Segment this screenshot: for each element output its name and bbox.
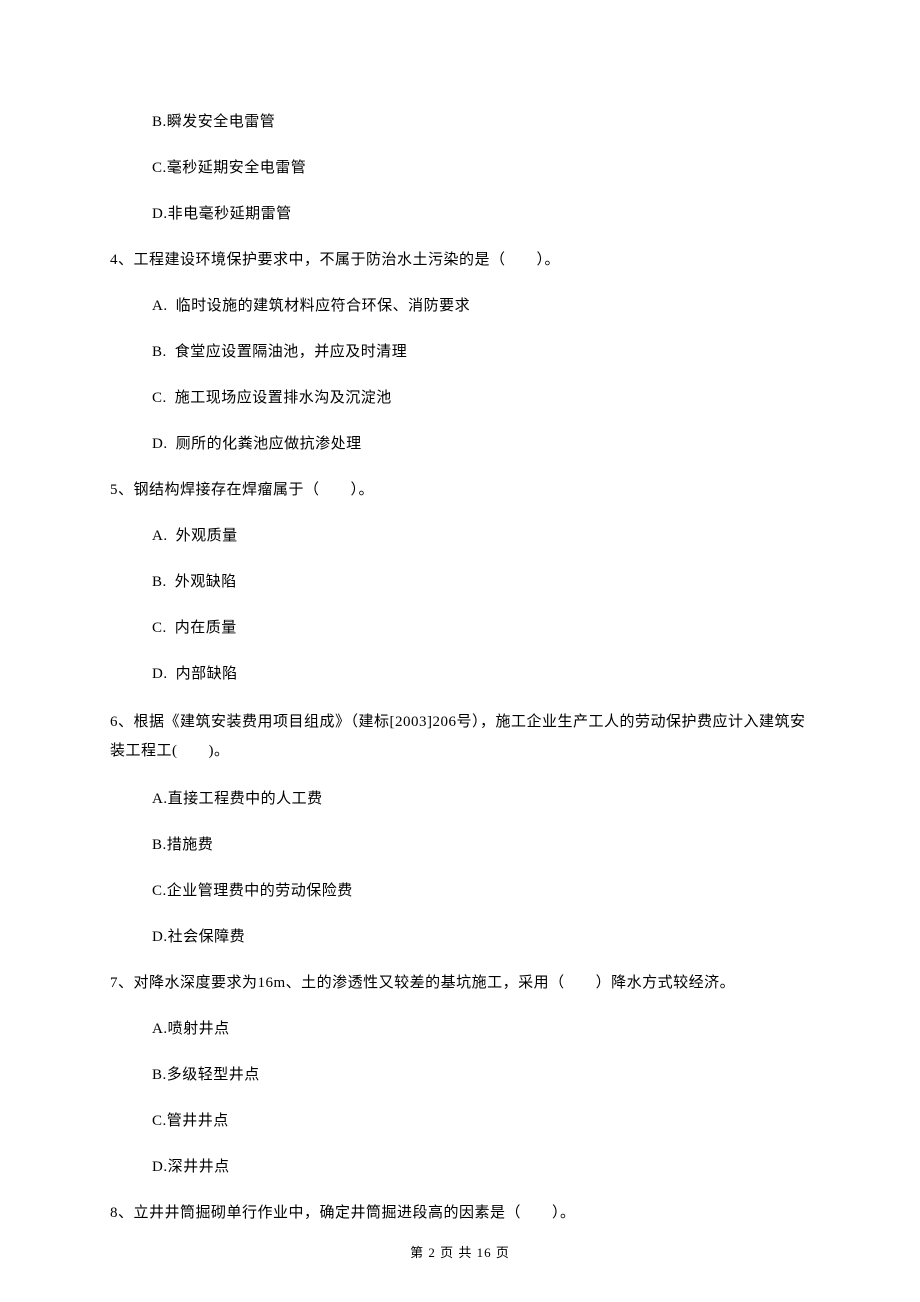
option-text: 企业管理费中的劳动保险费	[167, 883, 353, 899]
option-text: 瞬发安全电雷管	[167, 114, 276, 130]
option-text: 厕所的化粪池应做抗渗处理	[176, 436, 362, 452]
option-label: B.	[152, 344, 167, 360]
q3-option-c: C.毫秒延期安全电雷管	[152, 156, 810, 180]
option-text: 外观缺陷	[175, 574, 237, 590]
option-label: B.	[152, 1067, 167, 1083]
option-text: 深井井点	[168, 1159, 230, 1175]
q4-option-d: D. 厕所的化粪池应做抗渗处理	[152, 432, 810, 456]
q5-option-a: A. 外观质量	[152, 524, 810, 548]
q6-option-d: D.社会保障费	[152, 925, 810, 949]
option-text: 非电毫秒延期雷管	[168, 206, 292, 222]
option-label: A.	[152, 791, 168, 807]
option-label: D.	[152, 206, 168, 222]
q5-option-d: D. 内部缺陷	[152, 662, 810, 686]
q7-option-a: A.喷射井点	[152, 1017, 810, 1041]
option-label: A.	[152, 298, 168, 314]
page-footer: 第 2 页 共 16 页	[0, 1243, 920, 1264]
q6-option-a: A.直接工程费中的人工费	[152, 787, 810, 811]
option-text: 措施费	[167, 837, 214, 853]
option-label: B.	[152, 574, 167, 590]
q5-option-c: C. 内在质量	[152, 616, 810, 640]
option-label: C.	[152, 390, 167, 406]
option-label: C.	[152, 160, 167, 176]
q3-option-d: D.非电毫秒延期雷管	[152, 202, 810, 226]
option-text: 内部缺陷	[176, 666, 238, 682]
q5-option-b: B. 外观缺陷	[152, 570, 810, 594]
option-label: C.	[152, 1113, 167, 1129]
q6-stem: 6、根据《建筑安装费用项目组成》（建标[2003]206号），施工企业生产工人的…	[110, 708, 810, 765]
option-text: 毫秒延期安全电雷管	[167, 160, 307, 176]
q7-stem: 7、对降水深度要求为16m、土的渗透性又较差的基坑施工，采用（ ）降水方式较经济…	[110, 971, 810, 995]
q3-option-b: B.瞬发安全电雷管	[152, 110, 810, 134]
option-label: C.	[152, 620, 167, 636]
option-text: 直接工程费中的人工费	[168, 791, 323, 807]
option-text: 喷射井点	[168, 1021, 230, 1037]
option-text: 多级轻型井点	[167, 1067, 260, 1083]
q4-option-c: C. 施工现场应设置排水沟及沉淀池	[152, 386, 810, 410]
option-text: 外观质量	[176, 528, 238, 544]
option-text: 施工现场应设置排水沟及沉淀池	[175, 390, 392, 406]
q4-option-b: B. 食堂应设置隔油池，并应及时清理	[152, 340, 810, 364]
option-label: C.	[152, 883, 167, 899]
option-label: A.	[152, 1021, 168, 1037]
q7-option-c: C.管井井点	[152, 1109, 810, 1133]
option-label: D.	[152, 1159, 168, 1175]
option-label: D.	[152, 436, 168, 452]
option-text: 食堂应设置隔油池，并应及时清理	[175, 344, 408, 360]
q7-option-b: B.多级轻型井点	[152, 1063, 810, 1087]
option-label: D.	[152, 666, 168, 682]
q7-option-d: D.深井井点	[152, 1155, 810, 1179]
option-label: B.	[152, 114, 167, 130]
q5-stem: 5、钢结构焊接存在焊瘤属于（ ）。	[110, 478, 810, 502]
option-label: B.	[152, 837, 167, 853]
option-text: 社会保障费	[168, 929, 246, 945]
q4-option-a: A. 临时设施的建筑材料应符合环保、消防要求	[152, 294, 810, 318]
q8-stem: 8、立井井筒掘砌单行作业中，确定井筒掘进段高的因素是（ ）。	[110, 1201, 810, 1225]
q6-option-b: B.措施费	[152, 833, 810, 857]
option-text: 内在质量	[175, 620, 237, 636]
q6-option-c: C.企业管理费中的劳动保险费	[152, 879, 810, 903]
q4-stem: 4、工程建设环境保护要求中，不属于防治水土污染的是（ ）。	[110, 248, 810, 272]
option-text: 管井井点	[167, 1113, 229, 1129]
option-label: D.	[152, 929, 168, 945]
option-label: A.	[152, 528, 168, 544]
option-text: 临时设施的建筑材料应符合环保、消防要求	[176, 298, 471, 314]
